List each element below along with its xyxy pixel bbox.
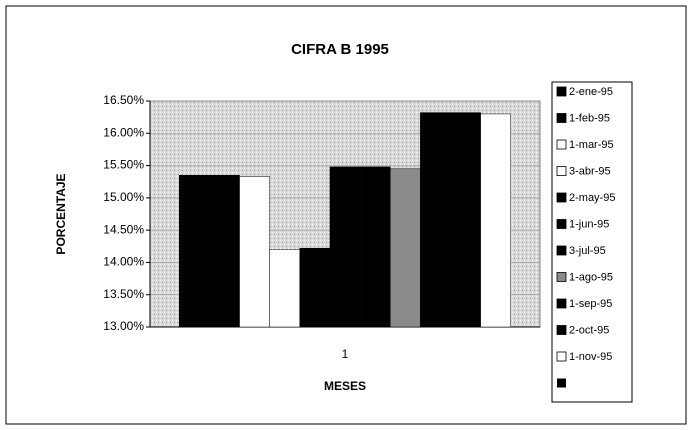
x-axis-title: MESES [324, 379, 366, 393]
y-tick-label: 13.00% [103, 319, 144, 333]
legend-label: 1-jun-95 [569, 218, 609, 230]
bar [480, 113, 512, 328]
legend-label: 1-nov-95 [569, 351, 612, 363]
legend-swatch [556, 219, 567, 229]
legend-label: 2-ene-95 [569, 86, 613, 98]
legend-swatch [556, 86, 567, 97]
legend-box [551, 81, 633, 403]
bar [269, 249, 301, 328]
y-tick-label: 16.00% [103, 125, 144, 139]
x-tick-label: 1 [342, 347, 349, 361]
y-tick-label: 14.00% [103, 255, 144, 269]
bar [450, 112, 481, 328]
legend-label: 1-sep-95 [569, 298, 612, 310]
legend-swatch [557, 378, 566, 388]
bar [239, 176, 270, 328]
y-tick-label: 13.50% [103, 287, 144, 301]
legend-swatch [556, 139, 567, 150]
legend-swatch [556, 298, 567, 309]
legend-swatch [556, 166, 567, 176]
y-tick-label: 16.50% [103, 93, 144, 107]
bar [209, 175, 240, 328]
bar [420, 112, 451, 328]
legend-swatch [556, 351, 567, 362]
bar [299, 247, 331, 328]
legend-swatch [556, 245, 567, 256]
legend-label: 2-oct-95 [569, 324, 609, 336]
y-tick-label: 15.50% [103, 158, 144, 172]
legend-swatch [556, 113, 567, 123]
y-tick-label: 14.50% [103, 222, 144, 236]
legend-label: 1-feb-95 [569, 112, 610, 124]
bar [179, 175, 210, 328]
legend-label: 3-jul-95 [569, 245, 606, 257]
y-tick-label: 15.00% [103, 190, 144, 204]
bar [359, 166, 391, 328]
bar [329, 166, 361, 328]
y-axis-title: PORCENTAJE [54, 173, 68, 254]
legend-label: 1-mar-95 [569, 139, 614, 151]
legend-label: 3-abr-95 [569, 165, 611, 177]
legend-swatch [556, 272, 567, 282]
bar [389, 168, 421, 328]
legend-swatch [556, 192, 567, 203]
chart-title: CIFRA B 1995 [291, 41, 389, 58]
legend-label: 2-may-95 [569, 192, 615, 204]
legend-swatch [556, 325, 567, 335]
legend-label: 1-ago-95 [569, 271, 613, 283]
